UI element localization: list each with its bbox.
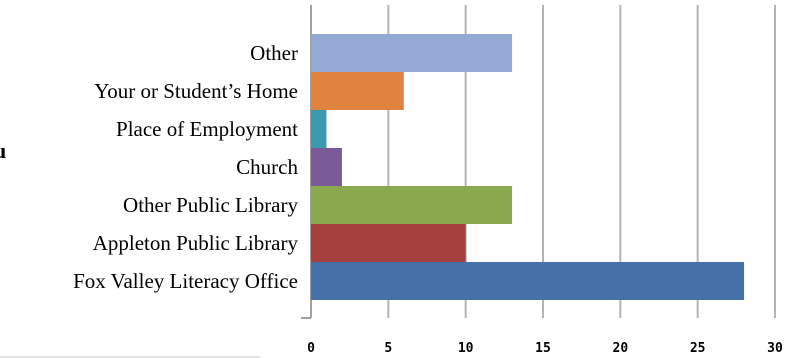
- bar: [311, 262, 745, 300]
- category-label: Church: [236, 155, 298, 179]
- bar: [311, 224, 466, 262]
- x-tick-labels: 0 5 10 15 20 25 30: [307, 341, 783, 356]
- bar: [311, 148, 342, 186]
- page-bottom-rule: [0, 356, 260, 358]
- x-tick-label: 25: [690, 341, 706, 356]
- category-label: Fox Valley Literacy Office: [73, 269, 298, 293]
- cropped-glyph-text: u: [0, 138, 7, 163]
- bars: [311, 34, 745, 300]
- category-label: Your or Student’s Home: [94, 79, 298, 103]
- x-tick-label: 10: [458, 341, 474, 356]
- x-tick-label: 30: [767, 341, 783, 356]
- category-label: Appleton Public Library: [93, 231, 299, 255]
- category-label: Other: [250, 41, 298, 65]
- category-labels: Other Your or Student’s Home Place of Empl…: [73, 41, 298, 293]
- bar: [311, 72, 404, 110]
- bar: [311, 34, 513, 72]
- bar: [311, 110, 327, 148]
- x-tick-label: 0: [307, 341, 315, 356]
- category-label: Place of Employment: [116, 117, 298, 141]
- bar: [311, 186, 513, 224]
- x-tick-label: 5: [384, 341, 392, 356]
- x-tick-label: 15: [535, 341, 551, 356]
- category-label: Other Public Library: [123, 193, 298, 217]
- x-tick-label: 20: [613, 341, 629, 356]
